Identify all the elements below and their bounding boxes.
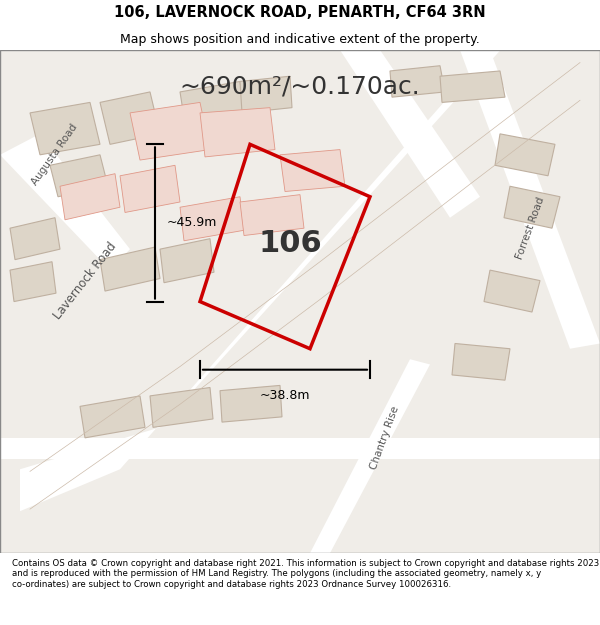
Text: Map shows position and indicative extent of the property.: Map shows position and indicative extent… xyxy=(120,34,480,46)
Polygon shape xyxy=(160,239,214,282)
Text: ~45.9m: ~45.9m xyxy=(167,216,217,229)
Polygon shape xyxy=(80,396,145,438)
Polygon shape xyxy=(200,107,275,157)
Polygon shape xyxy=(60,174,120,220)
Polygon shape xyxy=(240,194,304,236)
Text: ~690m²/~0.170ac.: ~690m²/~0.170ac. xyxy=(179,74,421,99)
Polygon shape xyxy=(240,76,292,113)
Text: Lavernock Road: Lavernock Road xyxy=(51,239,119,322)
Polygon shape xyxy=(180,81,245,123)
Polygon shape xyxy=(280,149,345,191)
Polygon shape xyxy=(310,359,430,553)
Polygon shape xyxy=(220,386,282,422)
Polygon shape xyxy=(10,262,56,301)
Polygon shape xyxy=(150,388,213,428)
Polygon shape xyxy=(30,102,100,155)
Polygon shape xyxy=(0,438,600,459)
Text: 106: 106 xyxy=(258,229,322,258)
Polygon shape xyxy=(460,50,600,349)
Text: Forrest Road: Forrest Road xyxy=(514,196,546,261)
Polygon shape xyxy=(120,165,180,212)
Polygon shape xyxy=(180,197,244,241)
Polygon shape xyxy=(440,71,505,102)
Polygon shape xyxy=(340,50,480,217)
Polygon shape xyxy=(50,155,108,197)
Polygon shape xyxy=(495,134,555,176)
Text: 106, LAVERNOCK ROAD, PENARTH, CF64 3RN: 106, LAVERNOCK ROAD, PENARTH, CF64 3RN xyxy=(114,5,486,20)
Polygon shape xyxy=(452,344,510,380)
Text: ~38.8m: ~38.8m xyxy=(260,389,310,401)
Polygon shape xyxy=(390,66,445,97)
Text: Chantry Rise: Chantry Rise xyxy=(369,405,401,471)
Text: Contains OS data © Crown copyright and database right 2021. This information is : Contains OS data © Crown copyright and d… xyxy=(12,559,599,589)
Polygon shape xyxy=(10,217,60,259)
Text: Augusta Road: Augusta Road xyxy=(30,122,80,188)
Polygon shape xyxy=(100,247,160,291)
Polygon shape xyxy=(504,186,560,228)
Polygon shape xyxy=(130,102,210,160)
Polygon shape xyxy=(20,39,530,511)
Polygon shape xyxy=(0,134,130,270)
Polygon shape xyxy=(100,92,160,144)
Polygon shape xyxy=(484,270,540,312)
